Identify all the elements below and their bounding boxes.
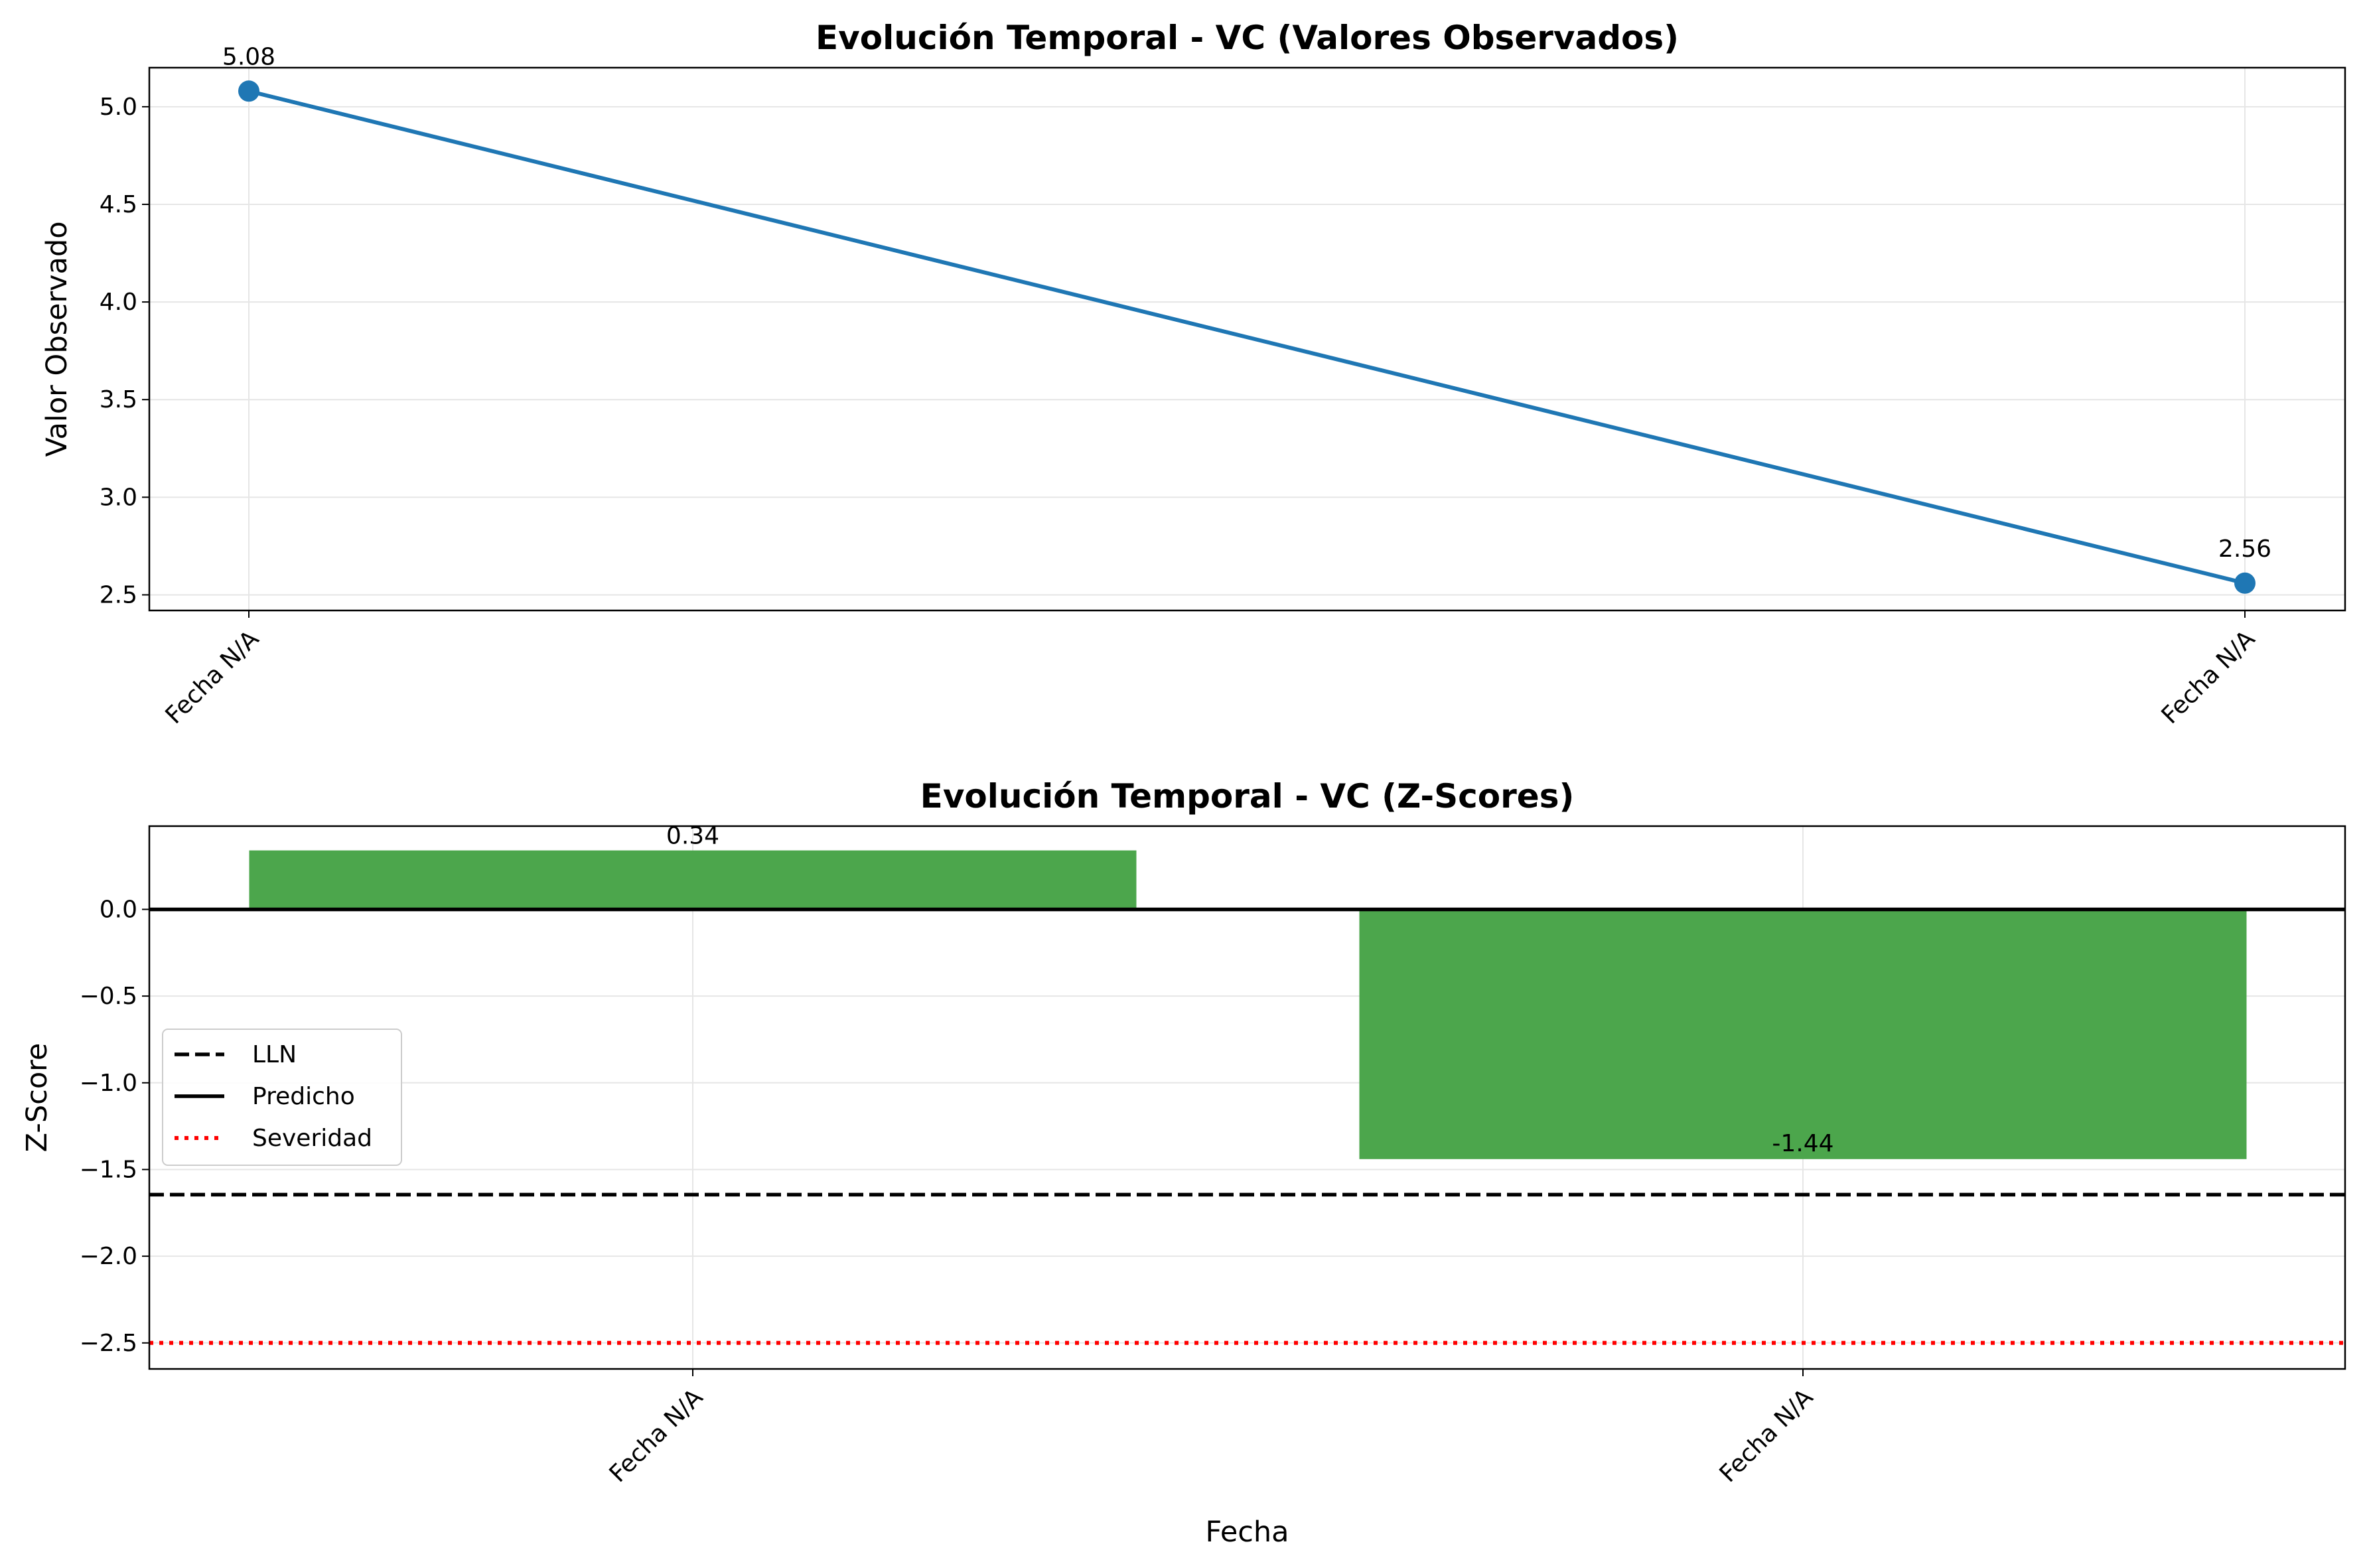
plot-frame: [148, 825, 2346, 1370]
legend-box: [162, 1029, 402, 1166]
y-tick-label: 4.0: [100, 289, 137, 316]
y-axis-label: Valor Observado: [40, 221, 74, 457]
y-tick-label: 0.0: [100, 896, 137, 923]
y-tick-label: −2.5: [80, 1330, 137, 1357]
grid: [149, 68, 2345, 610]
x-tick-label: Fecha N/A: [605, 1384, 709, 1488]
y-tick-label: 3.0: [100, 484, 137, 511]
y-tick-label: −1.0: [80, 1070, 137, 1097]
data-point: [238, 80, 259, 102]
y-tick-label: −0.5: [80, 983, 137, 1010]
x-tick-label: Fecha N/A: [161, 625, 265, 729]
x-tick-label: Fecha N/A: [2157, 625, 2261, 729]
y-tick-label: 4.5: [100, 191, 137, 218]
z-scores-chart: 0.34 -1.44 −2.5 −2.0 −1.5 −1.0 −0.5 0.0 Fecha N…: [21, 777, 2346, 1549]
data-point: [2234, 572, 2256, 594]
bar: [249, 850, 1137, 910]
series-line: [248, 89, 2246, 585]
legend-label: Severidad: [252, 1125, 372, 1152]
x-axis-label: Fecha: [1205, 1516, 1289, 1549]
chart-title: Evolución Temporal - VC (Valores Observa…: [816, 19, 1679, 57]
plot-marks: 5.08 2.56: [222, 43, 2271, 594]
y-tick-label: −1.5: [80, 1156, 137, 1183]
data-label: 0.34: [666, 823, 719, 850]
y-tick-label: 5.0: [100, 94, 137, 121]
y-axis-label: Z-Score: [21, 1043, 54, 1153]
plot-marks: 0.34 -1.44: [149, 823, 2345, 1345]
x-tick-label: Fecha N/A: [1715, 1384, 1819, 1488]
y-tick-label: 2.5: [100, 581, 137, 608]
y-tick-label: −2.0: [80, 1243, 137, 1270]
plot-frame: [148, 66, 2346, 612]
observed-values-chart: 5.08 2.56 2.5 3.0 3.5 4.0 4.5 5.0 Fecha N/A Fech…: [40, 19, 2346, 729]
legend: LLN Predicho Severidad: [162, 1029, 402, 1166]
data-label: 2.56: [2218, 535, 2271, 563]
data-label: -1.44: [1772, 1130, 1833, 1157]
chart-title: Evolución Temporal - VC (Z-Scores): [920, 777, 1575, 816]
axis-ticks: 2.5 3.0 3.5 4.0 4.5 5.0 Fecha N/A Fecha N/A: [100, 94, 2261, 729]
legend-label: LLN: [252, 1041, 297, 1068]
legend-label: Predicho: [252, 1083, 355, 1110]
data-label: 5.08: [222, 43, 275, 70]
y-tick-label: 3.5: [100, 386, 137, 413]
bar: [1359, 909, 2247, 1159]
